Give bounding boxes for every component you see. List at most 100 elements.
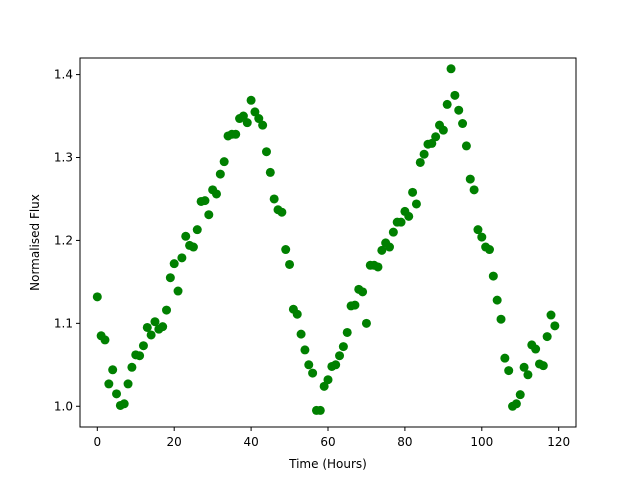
y-axis-ticks: 1.0 1.1 1.2 1.3 1.4 [54,68,80,413]
data-point [108,365,118,375]
data-point [292,309,302,319]
data-point [315,405,325,415]
data-point [484,245,494,255]
data-point [119,399,129,409]
x-axis-ticks: 0 20 40 60 80 100 120 [93,427,570,449]
data-point [500,353,510,363]
data-point [250,107,260,117]
data-point [146,330,156,340]
data-point [427,138,437,148]
data-point [138,341,148,351]
data-point [519,362,529,372]
data-point [473,225,483,235]
data-point [281,245,291,255]
data-point [531,344,541,354]
x-tick-label: 40 [243,435,258,449]
data-point [350,300,360,310]
data-point [173,286,183,296]
data-point [127,362,137,372]
data-point [181,231,191,241]
data-point [165,273,175,283]
data-point [231,129,241,139]
data-point [385,242,395,252]
data-point [254,114,264,124]
data-point [477,232,487,242]
data-point [200,196,210,206]
data-point [404,211,414,221]
y-tick-label: 1.4 [54,68,73,82]
data-point [261,147,271,157]
data-point [238,111,248,121]
data-point [285,259,295,269]
data-point [246,95,256,105]
data-point [112,389,122,399]
data-point [442,99,452,109]
y-axis-label: Normalised Flux [28,194,42,291]
data-point [219,157,229,167]
y-tick-label: 1.1 [54,316,73,330]
data-point [308,368,318,378]
x-tick-label: 80 [397,435,412,449]
x-tick-label: 0 [93,435,101,449]
data-point [388,227,398,237]
data-point [465,174,475,184]
data-point [373,262,383,272]
data-point [408,187,418,197]
data-point [538,361,548,371]
data-point [100,335,110,345]
data-point [361,318,371,328]
data-point [504,366,514,376]
data-point [269,194,279,204]
data-point [469,185,479,195]
x-tick-label: 20 [167,435,182,449]
data-point [342,327,352,337]
x-tick-label: 120 [547,435,570,449]
data-point [454,105,464,115]
data-point [431,132,441,142]
data-point [323,375,333,385]
data-point [542,332,552,342]
plot-frame [79,57,577,428]
data-point [215,169,225,179]
data-point [123,379,133,389]
data-point [277,207,287,217]
data-point [496,314,506,324]
y-tick-label: 1.3 [54,151,73,165]
data-point [338,342,348,352]
data-point [335,351,345,361]
data-point [461,141,471,151]
data-point [523,370,533,380]
data-point [177,253,187,263]
data-point [415,157,425,167]
data-point [377,245,387,255]
data-point [92,292,102,302]
data-point [104,379,114,389]
data-point [546,310,556,320]
data-point [258,120,268,130]
data-point [550,321,560,331]
data-point [158,322,168,332]
data-point [396,217,406,227]
data-point [135,351,145,361]
data-point [438,125,448,135]
data-point [511,399,521,409]
data-point [192,225,202,235]
data-point [488,271,498,281]
data-point [319,381,329,391]
data-point [304,360,314,370]
data-point [446,64,456,74]
data-point [458,119,468,129]
data-point [211,189,221,199]
y-tick-label: 1.2 [54,233,73,247]
data-point [188,242,198,252]
x-axis-label: Time (Hours) [288,457,367,471]
data-point [450,90,460,100]
data-point [169,259,179,269]
data-point [331,360,341,370]
data-point [242,118,252,128]
data-point [492,295,502,305]
data-point [265,167,275,177]
data-point [142,322,152,332]
